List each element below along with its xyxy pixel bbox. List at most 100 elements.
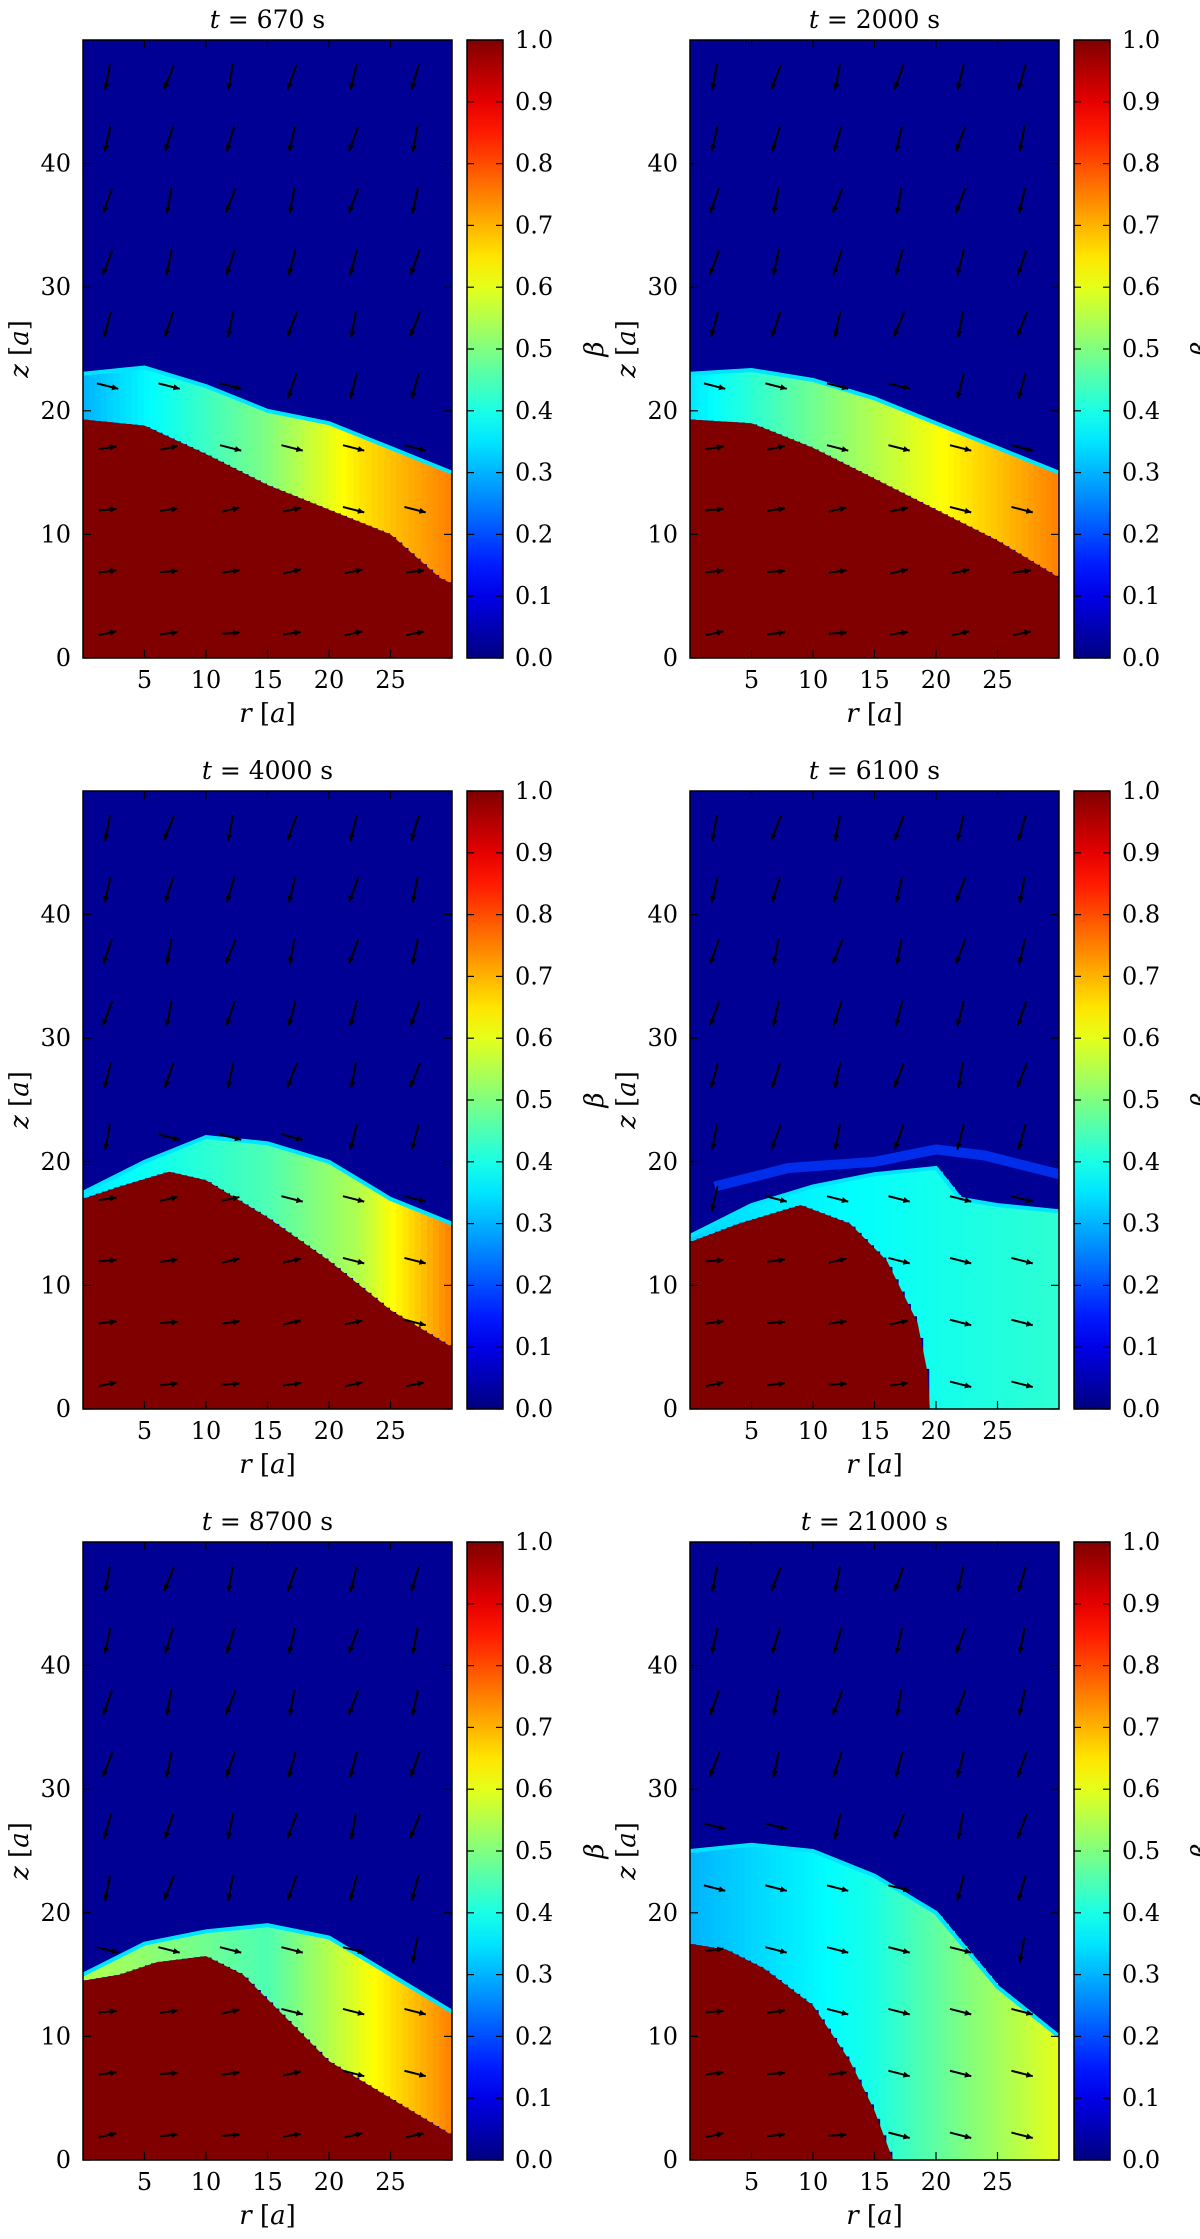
arrow-head [103, 834, 110, 841]
arrow-head [103, 1143, 110, 1150]
layer-cell [898, 409, 906, 493]
layer-cell [180, 1935, 189, 1959]
panel-title: t = 6100 s [809, 756, 940, 785]
arrow-head [294, 506, 301, 513]
layer-cell [1021, 2009, 1029, 2160]
colorbar-label: β [580, 1092, 610, 1108]
arrow-head [716, 568, 724, 575]
arrow-head [770, 1584, 777, 1592]
colorbar-tick-label: 0.6 [1122, 273, 1160, 301]
layer-cell [113, 1175, 121, 1188]
arrow-head [287, 895, 294, 903]
arrow-head [718, 1824, 726, 1831]
arrow-head [778, 629, 786, 636]
layer-cell [972, 1961, 980, 2160]
arrow-head [349, 833, 355, 841]
layer-cell [291, 1930, 299, 2028]
arrow-head [172, 384, 180, 391]
colorbar-label: β [1187, 1843, 1200, 1859]
layer-cell [775, 1196, 783, 1212]
arrow-head [226, 834, 233, 841]
arrow-head [109, 568, 117, 575]
arrow-head [287, 1019, 294, 1027]
arrow-head [1016, 1080, 1023, 1088]
arrow-head [902, 446, 910, 452]
arrow-head [172, 1135, 180, 1142]
arrow-head [417, 629, 424, 636]
layer-cell [254, 407, 262, 481]
layer-cell [701, 372, 709, 421]
layer-cell [150, 370, 158, 430]
layer-cell [960, 434, 968, 524]
arrow-head [1017, 1955, 1024, 1963]
layer-cell [359, 436, 367, 524]
arrow-head [839, 2070, 847, 2077]
layer-cell [880, 1881, 888, 2136]
colorbar: 0.0 0.1 0.2 0.3 0.4 0.5 0.6 0.7 0.8 0.9 1.0 β [1073, 777, 1200, 1423]
colorbar-tick-label: 0.8 [1122, 150, 1160, 178]
layer-cell [917, 1169, 925, 1338]
arrow-head [225, 1707, 231, 1715]
layer-cell [83, 373, 90, 420]
arrow-head [294, 1257, 301, 1264]
arrow-head [956, 833, 962, 841]
arrow-head [226, 83, 233, 90]
layer-cell [408, 1207, 416, 1324]
colorbar-tick-label: 0.8 [1122, 901, 1160, 929]
arrow-head [709, 1707, 716, 1715]
arrow-head [410, 1893, 417, 1901]
layer-cell [726, 371, 734, 422]
panel-title: t = 670 s [210, 5, 325, 34]
layer-cell [83, 1191, 90, 1198]
plot-area [83, 40, 452, 658]
layer-cell [701, 1228, 709, 1237]
arrow-head [410, 1708, 417, 1716]
layer-cell [997, 1989, 1005, 2160]
arrow-head [894, 1708, 901, 1716]
x-tick-label: 20 [314, 666, 345, 694]
arrow-head [287, 144, 294, 152]
layer-cell [812, 1185, 820, 1211]
layer-cell [150, 1941, 158, 1964]
arrow-head [164, 1708, 171, 1716]
arrow-head [286, 1831, 293, 1839]
arrow-head [716, 1380, 724, 1387]
layer-cell [340, 429, 348, 516]
colorbar: 0.0 0.1 0.2 0.3 0.4 0.5 0.6 0.7 0.8 0.9 1.0 β [466, 26, 610, 672]
arrow-head [902, 1258, 910, 1265]
layer-cell [230, 397, 238, 468]
layer-cell [763, 1200, 771, 1216]
layer-cell [260, 1925, 268, 1997]
layer-cell [285, 1929, 293, 2021]
arrow-head [901, 1318, 908, 1325]
colorbar-tick-label: 0.4 [515, 397, 553, 425]
arrow-head [841, 446, 849, 452]
arrow-head [295, 1197, 303, 1203]
arrow-head [418, 1258, 426, 1265]
arrow-head [902, 2009, 910, 2016]
layer-cell [113, 370, 121, 423]
arrow-head [840, 2132, 847, 2139]
layer-cell [794, 377, 802, 442]
layer-cell [953, 1195, 962, 1409]
layer-cell [898, 1892, 906, 2160]
layer-cell [923, 1168, 931, 1369]
arrow-head [355, 1380, 363, 1387]
layer-cell [445, 2009, 452, 2134]
arrow-head [1025, 1382, 1033, 1389]
x-tick-label: 20 [921, 2168, 952, 2196]
colorbar-tick-label: 0.6 [515, 273, 553, 301]
x-tick-label: 10 [798, 2168, 829, 2196]
arrow-head [710, 1585, 717, 1592]
arrow-head [964, 2071, 972, 2078]
arrow-head [348, 391, 355, 399]
y-tick-label: 20 [40, 397, 71, 425]
layer-cell [898, 1171, 906, 1292]
layer-cell [763, 1846, 771, 1971]
arrow-head [348, 1142, 355, 1150]
arrow-head [832, 1018, 839, 1026]
colorbar-tick-label: 0.1 [1122, 582, 1160, 610]
layer-cell [917, 416, 925, 502]
layer-cell [297, 417, 305, 499]
plot-area [690, 40, 1059, 658]
